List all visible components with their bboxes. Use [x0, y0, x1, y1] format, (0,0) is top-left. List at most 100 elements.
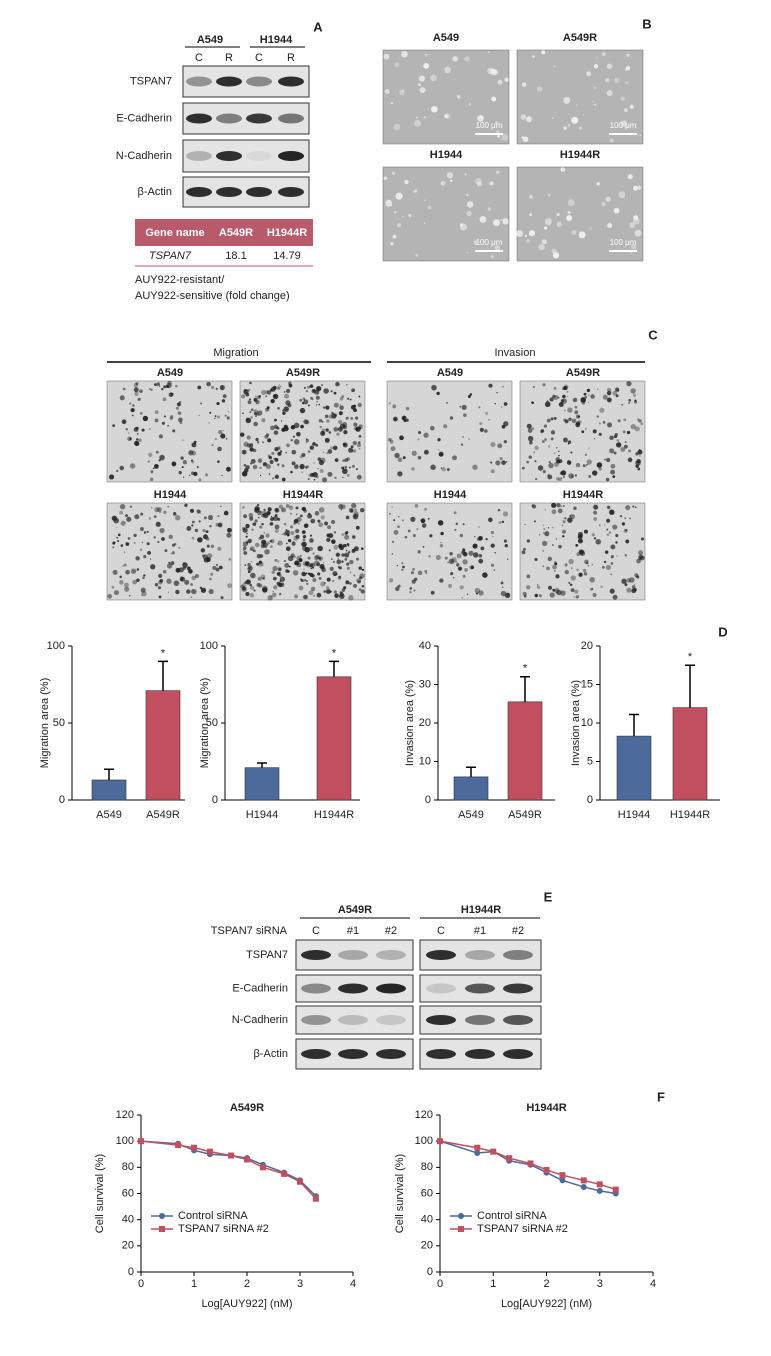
cell — [302, 538, 306, 542]
cell — [253, 589, 256, 592]
cell — [245, 417, 252, 424]
cell — [333, 561, 335, 563]
band — [338, 950, 368, 960]
cell — [155, 521, 161, 527]
cell — [551, 248, 557, 254]
table-caption: AUY922-sensitive (fold change) — [135, 290, 290, 302]
cell — [129, 505, 133, 509]
cell — [166, 578, 172, 584]
cell — [242, 527, 248, 533]
cell — [222, 394, 227, 398]
row-label: TSPAN7 — [246, 949, 288, 961]
cell — [562, 535, 565, 538]
band — [426, 950, 456, 960]
cell — [640, 537, 645, 541]
cell — [623, 418, 627, 422]
cell — [570, 588, 575, 593]
cell — [298, 558, 303, 563]
cell — [478, 406, 481, 409]
cell — [267, 595, 273, 601]
cell — [390, 204, 392, 207]
cell — [196, 465, 199, 469]
error-bar — [685, 664, 695, 708]
cell — [289, 505, 292, 508]
legend-marker — [159, 1226, 165, 1232]
cell — [567, 199, 575, 207]
cell — [227, 583, 232, 589]
cell — [141, 541, 144, 544]
cell — [191, 589, 198, 595]
cell — [555, 457, 560, 462]
lane-label: C — [312, 925, 320, 937]
cell — [588, 475, 592, 478]
cell — [440, 181, 446, 186]
cell — [119, 465, 125, 471]
cell — [326, 419, 330, 423]
cell — [604, 458, 606, 461]
micrograph — [516, 166, 644, 262]
cell — [534, 558, 538, 562]
cell — [209, 577, 212, 581]
cell — [593, 103, 597, 107]
cell — [184, 579, 190, 585]
x-tick-label: 2 — [244, 1278, 250, 1290]
cell — [503, 402, 508, 406]
cell — [609, 138, 614, 143]
cell — [158, 434, 163, 439]
cell — [592, 593, 597, 597]
cell — [320, 566, 326, 571]
cell — [153, 383, 157, 387]
cell — [326, 451, 329, 455]
cell — [347, 551, 351, 554]
cell — [504, 543, 509, 548]
cell — [348, 466, 351, 469]
cell — [149, 558, 152, 560]
cell — [316, 562, 321, 567]
cell — [624, 583, 628, 587]
error-bar — [329, 660, 339, 677]
cell — [316, 475, 319, 479]
band — [338, 1049, 368, 1059]
marker — [559, 1177, 566, 1184]
marker — [259, 1164, 266, 1171]
cell — [446, 402, 448, 404]
cell — [293, 439, 300, 445]
cell — [502, 511, 509, 517]
cell — [497, 443, 503, 449]
cell — [637, 467, 641, 471]
cell — [401, 415, 407, 421]
row-label: N-Cadherin — [232, 1014, 288, 1026]
band — [503, 950, 533, 960]
cell — [290, 439, 293, 442]
cell — [321, 384, 323, 386]
cell — [255, 399, 260, 405]
cell — [261, 418, 266, 423]
bar — [145, 690, 181, 801]
cell — [250, 572, 256, 579]
cell — [201, 554, 205, 558]
cell — [296, 562, 302, 568]
cell — [217, 546, 222, 551]
cell — [531, 401, 534, 405]
cell — [285, 451, 288, 454]
cell — [606, 458, 611, 463]
cell — [112, 546, 115, 549]
cell — [606, 63, 613, 70]
cell — [630, 423, 636, 430]
cell — [528, 455, 532, 459]
cell — [157, 540, 160, 544]
cell — [125, 428, 128, 431]
x-tick-label: 0 — [138, 1278, 144, 1290]
cell — [439, 578, 444, 583]
chart-title: A549R — [230, 1102, 264, 1114]
cell — [562, 505, 565, 508]
cell — [450, 572, 454, 576]
cell — [211, 385, 215, 390]
cell — [180, 576, 186, 582]
cell — [498, 521, 502, 524]
cell — [356, 578, 362, 584]
cell — [488, 383, 493, 388]
cell — [292, 435, 296, 438]
cell — [470, 566, 474, 570]
group-label: H1944R — [461, 904, 501, 916]
